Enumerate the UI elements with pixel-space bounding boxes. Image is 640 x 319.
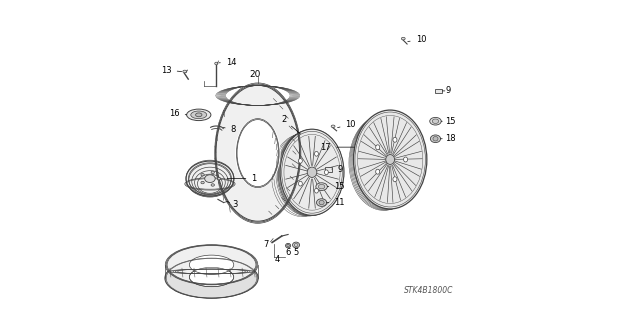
Ellipse shape	[191, 111, 207, 119]
Text: 11: 11	[326, 198, 345, 207]
Ellipse shape	[215, 62, 218, 65]
Ellipse shape	[165, 258, 259, 298]
FancyBboxPatch shape	[435, 89, 442, 93]
Ellipse shape	[404, 157, 408, 162]
Text: 7: 7	[264, 241, 269, 249]
Ellipse shape	[201, 181, 204, 184]
Ellipse shape	[316, 183, 327, 190]
Text: 5: 5	[294, 248, 299, 256]
Text: 6: 6	[285, 248, 291, 257]
Ellipse shape	[165, 245, 258, 285]
Ellipse shape	[215, 83, 301, 223]
Ellipse shape	[331, 125, 335, 128]
Text: 2: 2	[281, 115, 300, 134]
Ellipse shape	[280, 129, 344, 215]
Ellipse shape	[183, 70, 187, 73]
Ellipse shape	[235, 118, 280, 188]
Ellipse shape	[386, 155, 395, 165]
Ellipse shape	[324, 170, 328, 174]
Ellipse shape	[317, 199, 326, 206]
Ellipse shape	[294, 243, 298, 247]
Ellipse shape	[314, 188, 318, 193]
Ellipse shape	[201, 174, 204, 176]
Ellipse shape	[433, 137, 438, 141]
Ellipse shape	[205, 175, 215, 182]
Text: 1: 1	[227, 174, 257, 183]
Ellipse shape	[430, 135, 440, 143]
Ellipse shape	[298, 159, 302, 163]
Ellipse shape	[196, 113, 202, 117]
Text: STK4B1800C: STK4B1800C	[404, 286, 453, 295]
Text: 10: 10	[337, 120, 356, 129]
Ellipse shape	[186, 161, 234, 196]
FancyBboxPatch shape	[324, 167, 332, 172]
Ellipse shape	[393, 137, 397, 142]
Ellipse shape	[353, 110, 427, 209]
Text: 15: 15	[441, 117, 456, 126]
Ellipse shape	[189, 267, 234, 287]
Ellipse shape	[432, 119, 438, 123]
Ellipse shape	[376, 145, 380, 150]
Text: 17: 17	[321, 143, 355, 152]
Ellipse shape	[314, 152, 318, 156]
Text: 4: 4	[275, 256, 280, 264]
Text: 13: 13	[161, 66, 182, 75]
Ellipse shape	[319, 184, 324, 189]
Ellipse shape	[298, 181, 302, 186]
Ellipse shape	[292, 242, 300, 248]
Text: 8: 8	[223, 125, 236, 134]
Text: 10: 10	[408, 35, 426, 44]
Text: 9: 9	[442, 86, 451, 95]
Ellipse shape	[393, 177, 397, 182]
Ellipse shape	[211, 171, 214, 174]
Ellipse shape	[214, 155, 301, 180]
Ellipse shape	[189, 255, 234, 274]
Ellipse shape	[211, 184, 214, 186]
Ellipse shape	[218, 177, 221, 180]
Ellipse shape	[401, 37, 405, 40]
Text: 3: 3	[227, 200, 237, 209]
Text: 16: 16	[169, 109, 187, 118]
Ellipse shape	[376, 169, 380, 174]
Text: 14: 14	[219, 58, 236, 67]
Text: 20: 20	[249, 70, 260, 79]
Ellipse shape	[429, 117, 441, 125]
Ellipse shape	[307, 167, 317, 177]
Text: 9: 9	[332, 165, 343, 174]
Text: 18: 18	[440, 134, 456, 143]
Ellipse shape	[285, 243, 291, 248]
Text: 15: 15	[327, 182, 345, 191]
Ellipse shape	[287, 244, 289, 247]
Ellipse shape	[319, 200, 324, 205]
Ellipse shape	[187, 109, 211, 121]
